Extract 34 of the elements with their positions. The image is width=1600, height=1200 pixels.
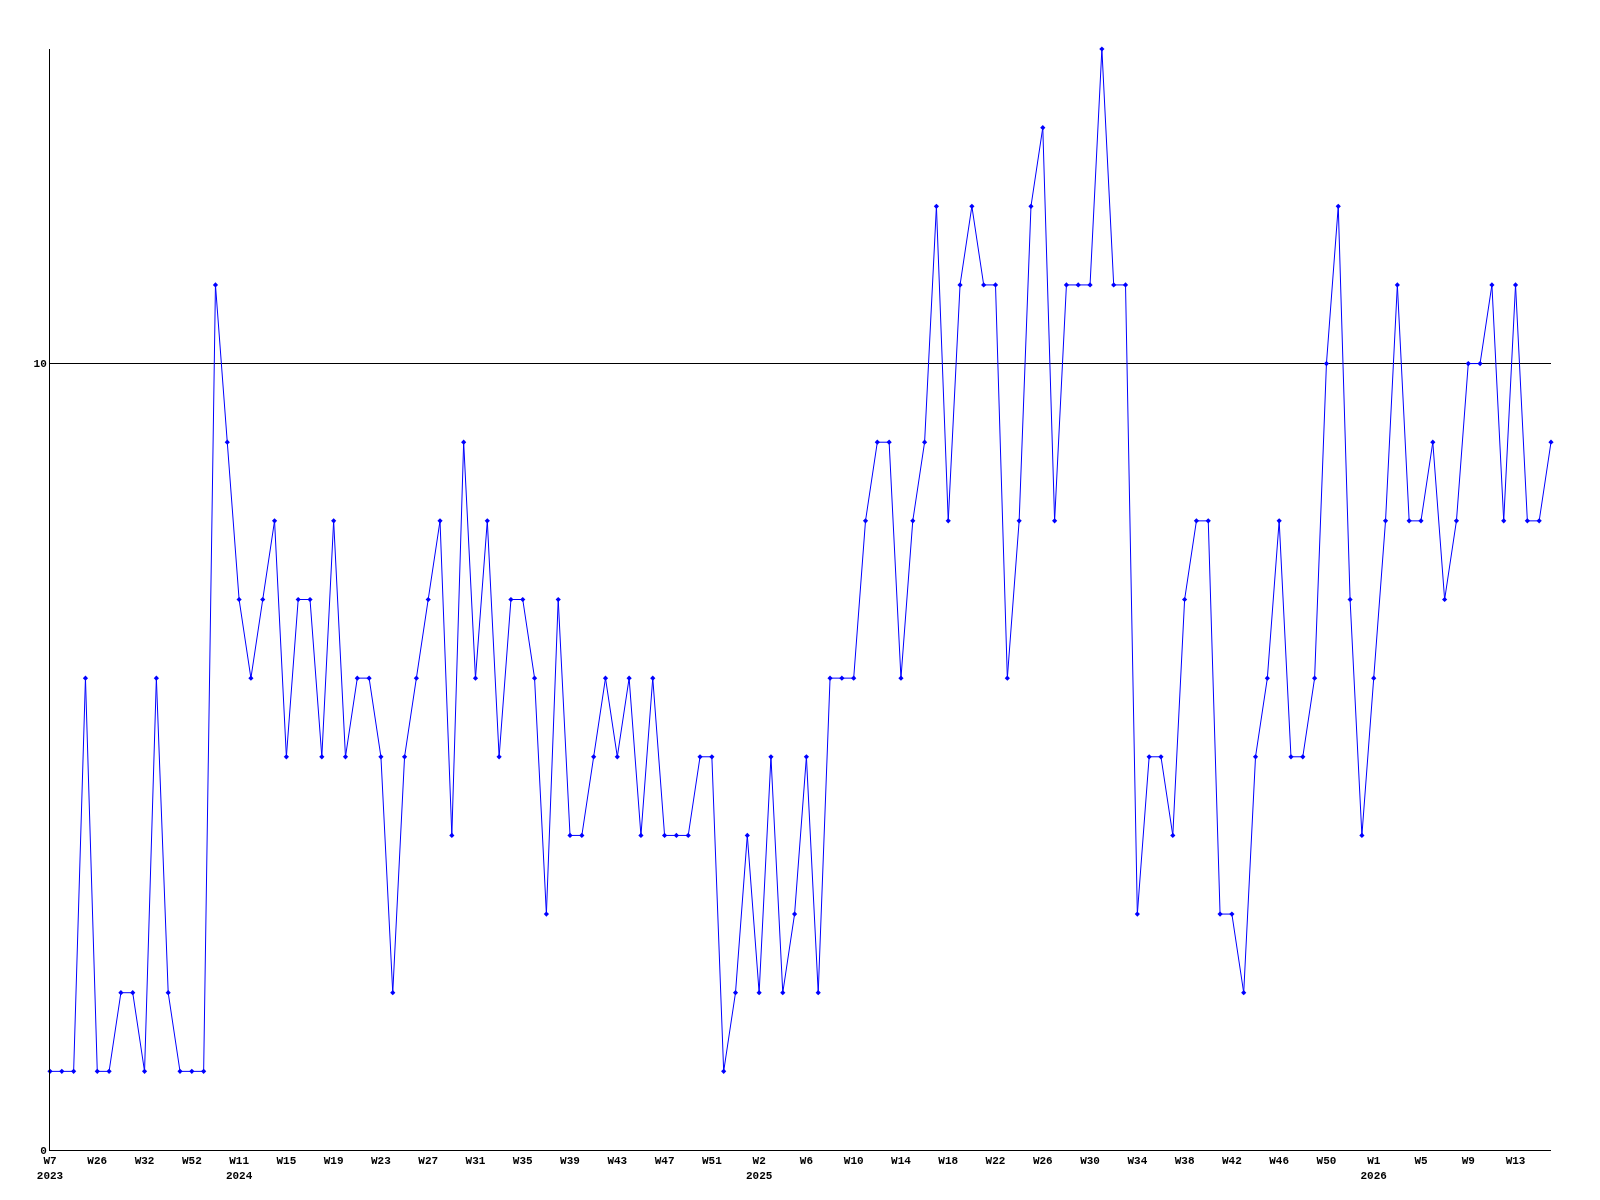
x-tick-label: W27 (418, 1155, 439, 1168)
x-tick-label: W13 (1505, 1155, 1526, 1168)
x-tick-label: W10 (843, 1155, 864, 1168)
x-tick-label: W18 (938, 1155, 959, 1168)
x-tick-label: W11 2024 (225, 1155, 253, 1182)
x-tick-label: W38 (1174, 1155, 1195, 1168)
y-tick-label: 10 (33, 358, 47, 371)
x-tick-label: W51 (701, 1155, 723, 1168)
x-tick-label: W34 (1127, 1155, 1148, 1168)
x-tick-label: W9 (1461, 1155, 1475, 1168)
x-tick-label: W50 (1316, 1155, 1337, 1168)
x-tick-label: W23 (371, 1155, 392, 1168)
y-tick-label: 0 (40, 1144, 47, 1157)
x-tick-label: W30 (1080, 1155, 1100, 1168)
x-tick-label: W14 (891, 1155, 912, 1168)
x-tick-label: W5 (1414, 1155, 1428, 1168)
x-tick-label: W6 (799, 1155, 814, 1168)
x-tick-label: W1 2026 (1360, 1155, 1387, 1182)
x-tick-label: W35 (512, 1155, 534, 1168)
x-tick-label: W31 (465, 1155, 486, 1168)
x-tick-label: W26 (1032, 1155, 1053, 1168)
x-tick-label: W26 (87, 1155, 108, 1168)
x-tick-label: W32 (134, 1155, 155, 1168)
x-tick-label: W47 (654, 1155, 675, 1168)
x-tick-label: W46 (1269, 1155, 1290, 1168)
x-tick-label: W2 2025 (745, 1155, 773, 1182)
x-tick-label: W52 (181, 1155, 202, 1168)
x-tick-label: W7 2023 (36, 1155, 64, 1182)
x-tick-label: W19 (323, 1155, 344, 1168)
x-tick-label: W43 (607, 1155, 628, 1168)
x-tick-label: W42 (1221, 1155, 1242, 1168)
x-tick-label: W22 (985, 1155, 1006, 1168)
x-tick-label: W15 (276, 1155, 297, 1168)
x-tick-label: W39 (560, 1155, 580, 1168)
